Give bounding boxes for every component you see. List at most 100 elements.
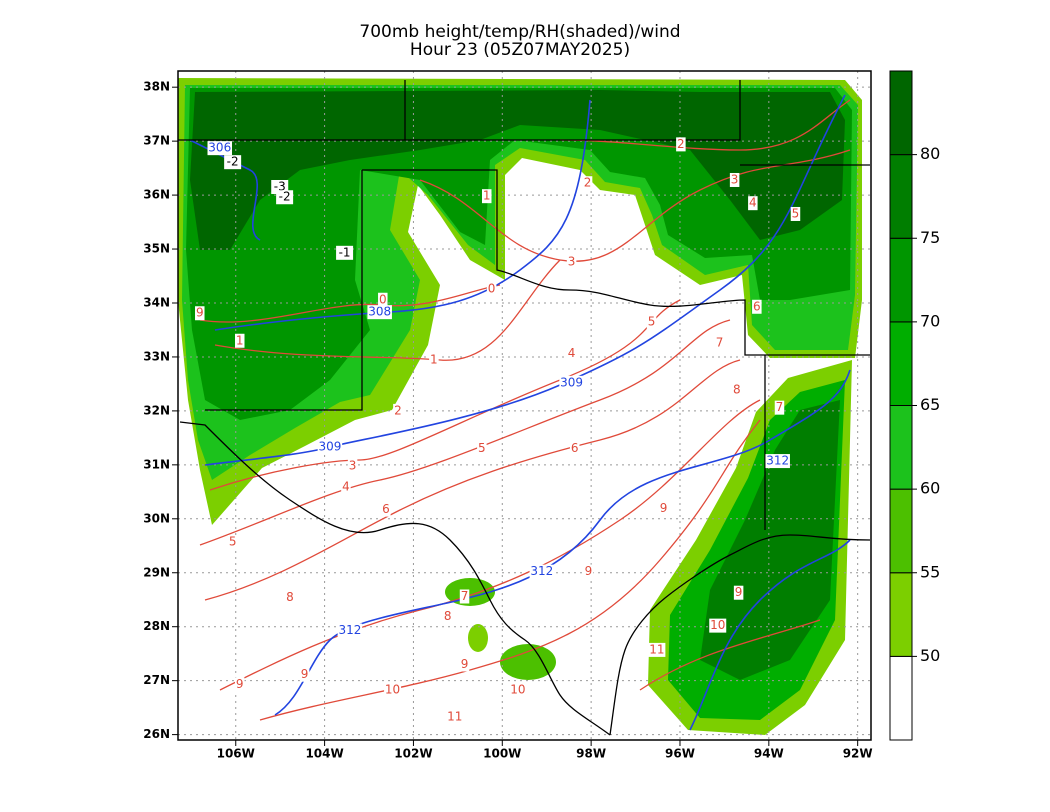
label-box <box>569 441 580 456</box>
height-contour <box>214 99 591 331</box>
temperature-contour <box>559 99 851 151</box>
label-box <box>234 333 245 348</box>
y-tick-label: 27N <box>143 673 170 687</box>
rh-region <box>700 400 840 680</box>
colorbar-label: 60 <box>920 479 940 498</box>
contour-label: 11 <box>649 642 664 656</box>
temperature-contour <box>639 619 821 691</box>
rh-region <box>500 644 556 680</box>
contour-label: 10 <box>710 618 725 632</box>
label-box <box>748 196 758 211</box>
x-tick-label: 94W <box>754 747 784 761</box>
contour-label: 8 <box>733 382 741 396</box>
axes: 106W 104W 102W 100W 98W 96W 94W 92W 26N 27N 28N 29N… <box>143 80 872 761</box>
contour-label: 9 <box>461 657 469 671</box>
grid <box>178 71 871 740</box>
colorbar-box <box>889 655 913 741</box>
y-tick-label: 28N <box>143 619 170 633</box>
label-box <box>276 190 294 205</box>
y-tick-label: 37N <box>143 134 170 148</box>
coastline <box>609 534 871 736</box>
contour-label: 5 <box>792 206 800 220</box>
y-tick-label: 26N <box>143 727 170 741</box>
contour-label: 0 <box>488 281 496 295</box>
label-box <box>384 682 402 697</box>
label-box <box>559 375 584 390</box>
label-box <box>234 677 245 692</box>
contour-label: 4 <box>749 196 757 210</box>
contour-label: 5 <box>229 534 237 548</box>
x-tick-label: 100W <box>483 747 521 761</box>
y-tick-label: 34N <box>143 295 170 309</box>
contour-label: 3 <box>349 458 357 472</box>
label-box <box>393 403 403 418</box>
label-box <box>774 400 785 415</box>
label-box <box>481 189 492 204</box>
contour-label: 8 <box>444 609 452 623</box>
colorbar-box <box>889 70 913 156</box>
label-box <box>207 141 233 156</box>
contour-label: 7 <box>776 400 784 414</box>
contour-label: 1 <box>430 353 438 367</box>
contour-label: -1 <box>339 245 351 259</box>
contour-label: 9 <box>301 667 309 681</box>
contour-label: 2 <box>677 137 685 151</box>
colorbar-box <box>889 572 913 657</box>
y-tick-label: 36N <box>143 188 170 202</box>
label-box <box>459 589 470 604</box>
contour-label: 9 <box>660 501 668 515</box>
contour-label: 309 <box>560 375 583 389</box>
contour-label: 11 <box>447 709 462 723</box>
contour-label: 4 <box>342 479 350 493</box>
borders <box>178 80 871 736</box>
x-tick-label: 106W <box>217 747 255 761</box>
label-box <box>336 245 354 260</box>
contour-label: 9 <box>196 306 204 320</box>
contour-label: 2 <box>394 403 402 417</box>
label-box <box>790 206 801 221</box>
label-box <box>765 454 790 469</box>
river-border <box>179 421 611 736</box>
colorbar-box <box>889 488 913 574</box>
label-box <box>227 534 238 549</box>
contour-label: 1 <box>236 333 244 347</box>
contour-label: -2 <box>279 190 291 204</box>
contour-label: 3 <box>731 172 739 186</box>
label-box <box>529 564 555 579</box>
temperature-contour <box>209 299 681 491</box>
x-tick-label: 96W <box>665 747 695 761</box>
label-box <box>317 440 343 455</box>
plot-frame <box>177 70 872 741</box>
contour-label: 6 <box>753 299 761 313</box>
y-tick-label: 33N <box>143 349 170 363</box>
label-box <box>658 501 669 516</box>
x-tick-label: 92W <box>843 747 873 761</box>
label-box <box>195 306 205 321</box>
chart-title: 700mb height/temp/RH(shaded)/wind <box>359 22 680 42</box>
contour-label: 312 <box>338 623 361 637</box>
colorbar-label: 55 <box>920 562 940 581</box>
label-box <box>459 657 470 672</box>
contour-label: 1 <box>483 189 491 203</box>
label-box <box>486 281 497 296</box>
contour-label: 4 <box>568 346 576 360</box>
label-box <box>341 479 351 494</box>
label-box <box>224 155 242 170</box>
contour-label: 312 <box>530 564 553 578</box>
colorbar: 50 55 60 65 70 75 80 <box>889 70 940 741</box>
contour-label: 5 <box>478 441 486 455</box>
temperature-contour <box>419 149 851 262</box>
contour-label: 9 <box>236 677 244 691</box>
contour-label: 10 <box>385 682 400 696</box>
colorbar-label: 50 <box>920 646 940 665</box>
label-box <box>732 382 742 397</box>
label-box <box>714 335 725 350</box>
chart-subtitle: Hour 23 (05Z07MAY2025) <box>410 40 630 60</box>
label-box <box>299 667 310 682</box>
rh-region <box>468 624 488 652</box>
label-box <box>752 299 762 314</box>
colorbar-box <box>889 237 913 323</box>
label-box <box>583 564 594 579</box>
y-tick-label: 30N <box>143 511 170 525</box>
